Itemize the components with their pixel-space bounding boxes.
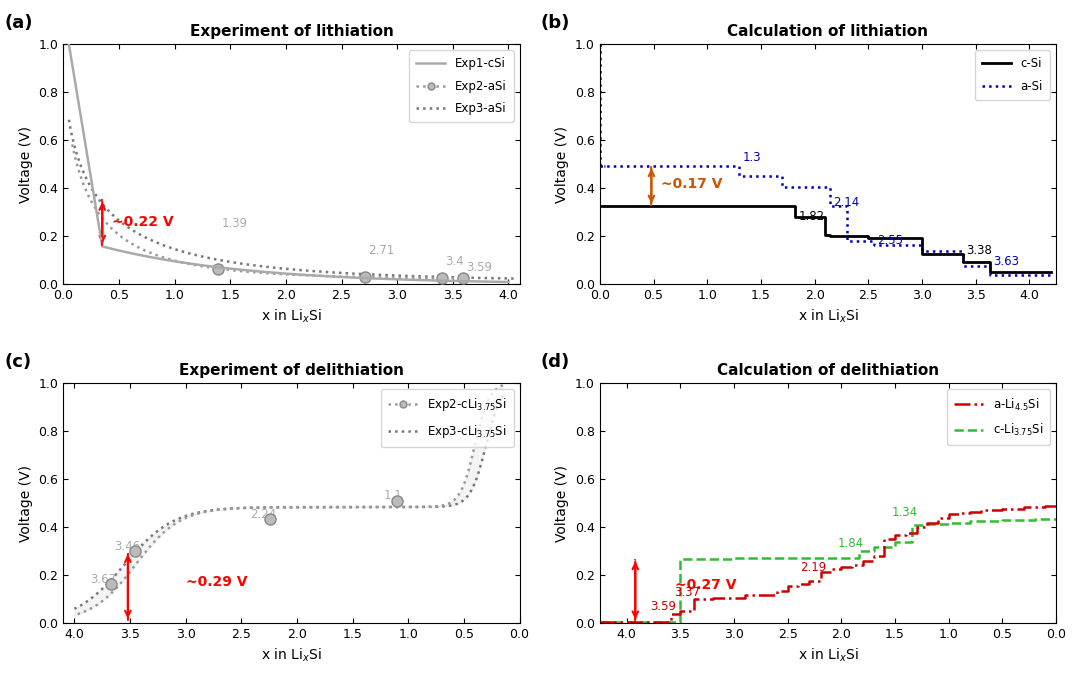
Text: 1.84: 1.84 <box>838 537 864 550</box>
Legend: a-Li$_{4.5}$Si, c-Li$_{3.75}$Si: a-Li$_{4.5}$Si, c-Li$_{3.75}$Si <box>947 389 1050 445</box>
Text: 1.1: 1.1 <box>384 490 403 502</box>
X-axis label: x in Li$_x$Si: x in Li$_x$Si <box>797 308 859 325</box>
Text: ~0.22 V: ~0.22 V <box>112 214 174 228</box>
Text: 3.63: 3.63 <box>993 255 1018 268</box>
Text: 3.37: 3.37 <box>674 586 700 599</box>
Text: 1.82: 1.82 <box>798 210 825 223</box>
Text: 3.67: 3.67 <box>91 573 117 586</box>
Text: 1.39: 1.39 <box>221 218 247 231</box>
Text: ~0.27 V: ~0.27 V <box>675 578 737 591</box>
X-axis label: x in Li$_x$Si: x in Li$_x$Si <box>261 308 322 325</box>
Legend: c-Si, a-Si: c-Si, a-Si <box>975 50 1050 100</box>
Title: Experiment of lithiation: Experiment of lithiation <box>189 24 393 39</box>
Text: 3.46: 3.46 <box>114 540 140 553</box>
Text: (d): (d) <box>541 353 570 371</box>
Text: ~0.29 V: ~0.29 V <box>186 575 247 589</box>
Title: Calculation of delithiation: Calculation of delithiation <box>717 363 939 378</box>
Y-axis label: Voltage (V): Voltage (V) <box>555 465 569 542</box>
Text: 2.55: 2.55 <box>877 234 903 247</box>
Title: Experiment of delithiation: Experiment of delithiation <box>179 363 404 378</box>
Title: Calculation of lithiation: Calculation of lithiation <box>728 24 929 39</box>
Y-axis label: Voltage (V): Voltage (V) <box>555 126 569 203</box>
Text: 2.19: 2.19 <box>800 561 826 574</box>
Text: 3.38: 3.38 <box>966 243 991 257</box>
X-axis label: x in Li$_x$Si: x in Li$_x$Si <box>797 647 859 664</box>
Text: 1.3: 1.3 <box>743 151 761 164</box>
Text: ~0.17 V: ~0.17 V <box>661 178 723 191</box>
Text: (a): (a) <box>4 14 32 32</box>
Text: 1.34: 1.34 <box>891 506 918 519</box>
Y-axis label: Voltage (V): Voltage (V) <box>19 126 32 203</box>
Text: 3.59: 3.59 <box>650 599 676 612</box>
Text: 2.71: 2.71 <box>368 243 394 257</box>
Text: 2.24: 2.24 <box>249 508 275 521</box>
Text: (b): (b) <box>541 14 570 32</box>
Text: 3.4: 3.4 <box>445 255 463 268</box>
Y-axis label: Voltage (V): Voltage (V) <box>19 465 32 542</box>
Text: 3.59: 3.59 <box>467 261 492 274</box>
Legend: Exp2-cLi$_{3.75}$Si, Exp3-cLi$_{3.75}$Si: Exp2-cLi$_{3.75}$Si, Exp3-cLi$_{3.75}$Si <box>381 389 514 447</box>
X-axis label: x in Li$_x$Si: x in Li$_x$Si <box>261 647 322 664</box>
Legend: Exp1-cSi, Exp2-aSi, Exp3-aSi: Exp1-cSi, Exp2-aSi, Exp3-aSi <box>409 50 514 123</box>
Text: 2.14: 2.14 <box>833 196 859 209</box>
Text: (c): (c) <box>4 353 31 371</box>
